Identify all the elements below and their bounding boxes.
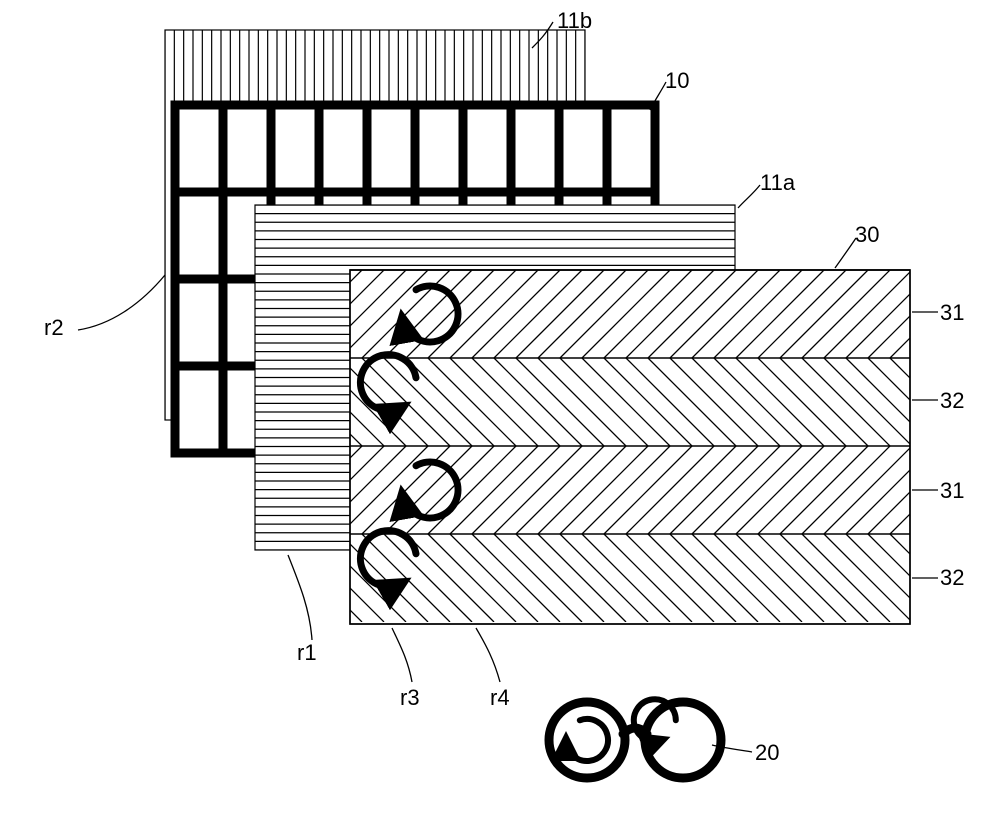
label-r3: r3 (400, 685, 420, 711)
glasses-icon (549, 699, 721, 778)
label-20: 20 (755, 740, 779, 766)
label-11a: 11a (760, 170, 795, 196)
label-11b: 11b (557, 8, 592, 34)
label-30: 30 (855, 222, 879, 248)
label-32-top: 32 (940, 388, 964, 414)
label-32-bot: 32 (940, 565, 964, 591)
label-r1: r1 (297, 640, 317, 666)
label-r2: r2 (44, 315, 64, 341)
label-31-top: 31 (940, 300, 964, 326)
label-31-bot: 31 (940, 478, 964, 504)
layer-30 (0, 270, 1000, 624)
label-r4: r4 (490, 685, 510, 711)
label-10: 10 (665, 68, 689, 94)
